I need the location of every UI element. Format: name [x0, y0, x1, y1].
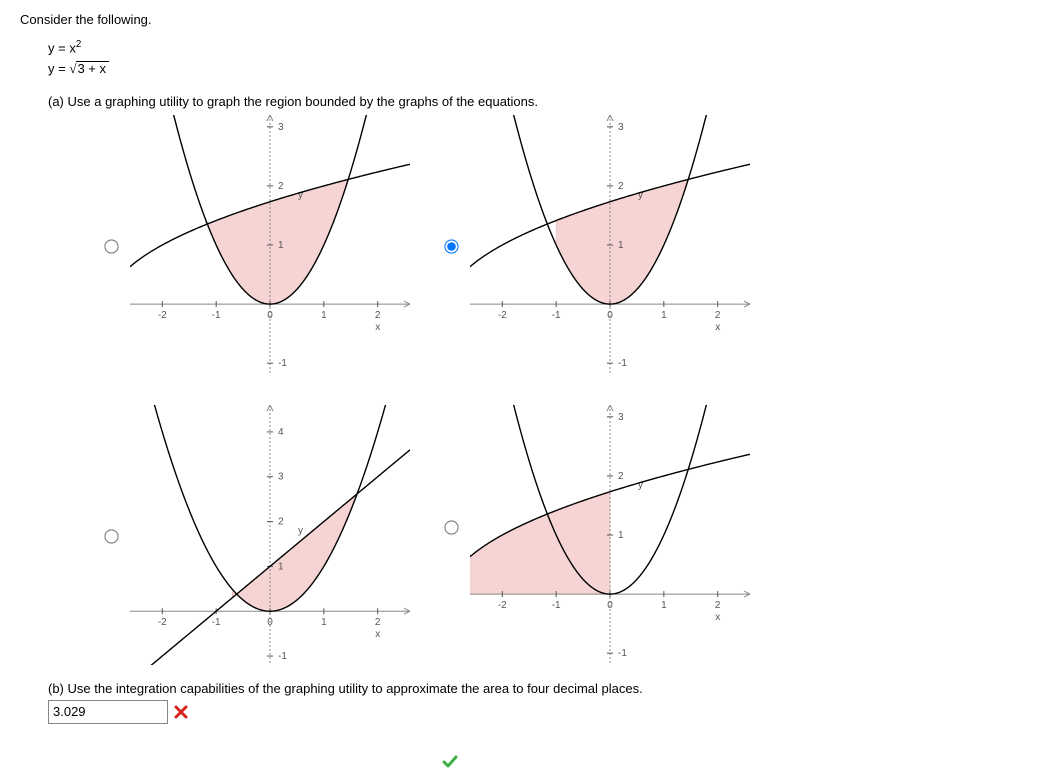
svg-text:2: 2	[278, 516, 284, 527]
svg-text:3: 3	[278, 472, 284, 483]
svg-text:0: 0	[607, 310, 613, 321]
svg-text:4: 4	[278, 427, 284, 438]
check-icon	[442, 754, 458, 770]
svg-text:1: 1	[618, 240, 624, 251]
svg-text:2: 2	[375, 617, 381, 628]
svg-text:x: x	[375, 629, 380, 640]
svg-text:2: 2	[375, 310, 381, 321]
equation-1: y = x2	[48, 37, 1044, 59]
svg-text:1: 1	[278, 240, 284, 251]
svg-text:-2: -2	[158, 617, 167, 628]
svg-text:3: 3	[618, 122, 624, 133]
svg-text:-1: -1	[278, 358, 287, 369]
option-4-chart: -2-1012-1123xy	[470, 405, 750, 665]
svg-text:-1: -1	[212, 310, 221, 321]
svg-text:-1: -1	[618, 358, 627, 369]
option-3-radio[interactable]	[104, 529, 118, 543]
svg-text:2: 2	[715, 310, 721, 321]
svg-text:-1: -1	[618, 648, 627, 659]
svg-text:-2: -2	[498, 600, 507, 611]
equation-2: y = √3 + x	[48, 59, 1044, 80]
svg-text:2: 2	[715, 600, 721, 611]
option-4-radio[interactable]	[444, 520, 458, 534]
answer-b-input[interactable]	[48, 700, 168, 724]
svg-text:x: x	[715, 322, 720, 333]
option-3-chart: -2 -1 0 1 2 -1 1 2 3 4 x y	[130, 405, 410, 665]
svg-text:1: 1	[661, 310, 667, 321]
svg-text:1: 1	[321, 617, 327, 628]
svg-text:1: 1	[661, 600, 667, 611]
prompt-text: Consider the following.	[20, 12, 1044, 27]
svg-text:0: 0	[267, 617, 273, 628]
x-icon	[174, 705, 188, 719]
svg-text:0: 0	[607, 600, 613, 611]
option-2-chart: -2-1012-1123xy	[470, 115, 750, 375]
svg-text:1: 1	[618, 530, 624, 541]
svg-text:-1: -1	[212, 617, 221, 628]
svg-text:-2: -2	[498, 310, 507, 321]
svg-text:1: 1	[278, 561, 284, 572]
options-grid: -2-1012-1123xy -2-1012-1123xy -2-1012-11…	[90, 115, 1044, 665]
svg-text:0: 0	[267, 310, 273, 321]
svg-text:-1: -1	[552, 310, 561, 321]
svg-text:2: 2	[618, 181, 624, 192]
svg-text:-1: -1	[278, 651, 287, 662]
svg-text:y: y	[298, 525, 303, 536]
part-b-text: (b) Use the integration capabilities of …	[48, 681, 1044, 696]
svg-text:2: 2	[278, 181, 284, 192]
option-2-radio[interactable]	[444, 239, 458, 253]
svg-text:3: 3	[278, 122, 284, 133]
svg-text:2: 2	[618, 471, 624, 482]
svg-text:1: 1	[321, 310, 327, 321]
svg-text:x: x	[715, 612, 720, 623]
option-1-chart: -2-1012-1123xy	[130, 115, 410, 375]
svg-text:x: x	[375, 322, 380, 333]
part-a-text: (a) Use a graphing utility to graph the …	[48, 94, 1044, 109]
svg-text:-1: -1	[552, 600, 561, 611]
equations-block: y = x2 y = √3 + x	[48, 37, 1044, 80]
svg-text:3: 3	[618, 412, 624, 423]
svg-text:-2: -2	[158, 310, 167, 321]
option-1-radio[interactable]	[104, 239, 118, 253]
